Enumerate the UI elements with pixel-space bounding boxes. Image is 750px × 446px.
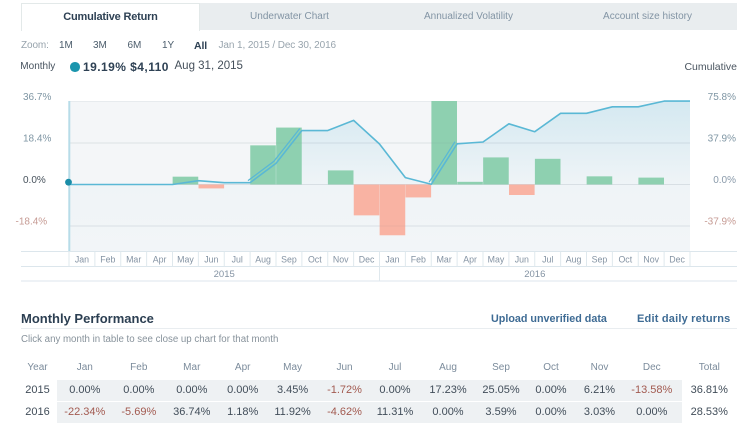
svg-text:Jul: Jul <box>232 255 243 265</box>
svg-text:Sep: Sep <box>592 255 608 265</box>
svg-text:Oct: Oct <box>618 255 632 265</box>
svg-text:2016: 2016 <box>524 269 545 280</box>
svg-text:Feb: Feb <box>100 255 115 265</box>
svg-text:37.9%: 37.9% <box>708 134 736 145</box>
svg-text:-18.4%: -18.4% <box>16 217 48 228</box>
svg-text:May: May <box>488 255 505 265</box>
svg-text:Apr: Apr <box>153 255 167 265</box>
svg-text:Jun: Jun <box>515 255 529 265</box>
svg-text:Aug: Aug <box>566 255 582 265</box>
svg-text:18.4%: 18.4% <box>23 134 51 145</box>
svg-text:Jan: Jan <box>385 255 399 265</box>
svg-text:Nov: Nov <box>333 255 349 265</box>
svg-text:0.0%: 0.0% <box>713 175 736 186</box>
svg-text:Feb: Feb <box>411 255 426 265</box>
svg-text:2015: 2015 <box>214 269 235 280</box>
svg-text:Mar: Mar <box>437 255 452 265</box>
svg-text:Jul: Jul <box>542 255 553 265</box>
svg-text:Jun: Jun <box>204 255 218 265</box>
svg-text:Dec: Dec <box>359 255 375 265</box>
svg-text:Sep: Sep <box>281 255 297 265</box>
svg-text:0.0%: 0.0% <box>23 175 46 186</box>
svg-text:Aug: Aug <box>255 255 271 265</box>
svg-text:May: May <box>177 255 194 265</box>
svg-text:-37.9%: -37.9% <box>704 217 736 228</box>
svg-text:Mar: Mar <box>126 255 141 265</box>
svg-text:36.7%: 36.7% <box>23 92 51 103</box>
svg-text:Nov: Nov <box>643 255 659 265</box>
svg-text:75.8%: 75.8% <box>708 92 736 103</box>
svg-text:Jan: Jan <box>75 255 89 265</box>
svg-text:Apr: Apr <box>463 255 477 265</box>
svg-text:Oct: Oct <box>308 255 322 265</box>
svg-text:Dec: Dec <box>669 255 685 265</box>
